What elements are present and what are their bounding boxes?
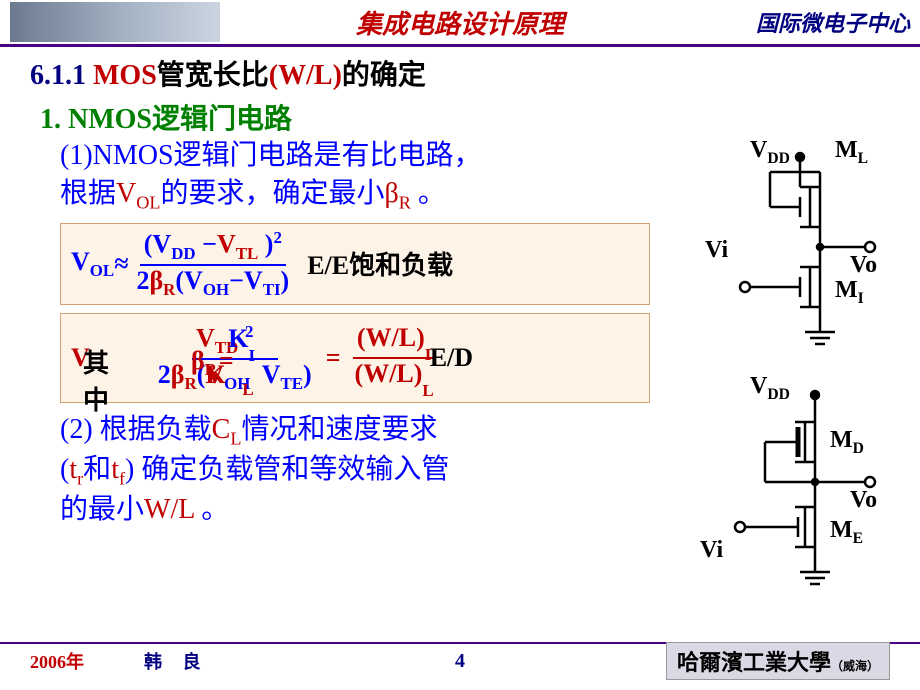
paragraph-2: (2) 根据负载CL情况和速度要求 (tr和tf) 确定负载管和等效输入管 的最… bbox=[60, 411, 650, 529]
fig1-mi-label: MI bbox=[835, 277, 864, 308]
fig2-vo-label: Vo bbox=[850, 487, 877, 514]
eq1-approx: ≈ bbox=[114, 249, 128, 279]
fig1-vi-label: Vi bbox=[705, 237, 728, 264]
section-number: 6.1.1 bbox=[30, 60, 93, 91]
slide-content: 6.1.1 MOS管宽长比(W/L)的确定 1. NMOS逻辑门电路 (1)NM… bbox=[0, 47, 920, 607]
eq2-left: V其中 bbox=[71, 343, 90, 373]
eq1-denominator: 2βR(VOH−VTI) bbox=[132, 266, 293, 300]
circuit-figure-2: VDD MD Vo Vi ME bbox=[650, 377, 890, 607]
eq2-beta: βR= bbox=[191, 346, 236, 380]
fig1-vo-label: Vo bbox=[850, 252, 877, 279]
eq2-equals: = bbox=[326, 343, 341, 373]
fig2-me-label: ME bbox=[830, 517, 863, 548]
section-title-part1: MOS bbox=[93, 60, 157, 91]
fig2-vi-label: Vi bbox=[700, 537, 723, 564]
header-right: 国际微电子中心 bbox=[756, 6, 910, 38]
eq1-label: E/E饱和负载 bbox=[307, 245, 453, 282]
eq1-lhs: VOL bbox=[71, 247, 114, 281]
fig2-vdd-label: VDD bbox=[750, 373, 790, 404]
fig1-vdd-label: VDD bbox=[750, 137, 790, 168]
fig1-ml-label: ML bbox=[835, 137, 868, 168]
header-logo bbox=[10, 2, 220, 42]
section-title-part2: 管宽长比 bbox=[157, 60, 269, 91]
p1-text-b: 根据 bbox=[60, 178, 116, 209]
footer-author: 韩 良 bbox=[144, 648, 209, 674]
eq1-numerator: (VDD −VTL )2 bbox=[140, 228, 286, 266]
equation-1-box: VOL ≈ (VDD −VTL )2 2βR(VOH−VTI) E/E饱和负载 bbox=[60, 223, 650, 305]
subsection-1: 1. NMOS逻辑门电路 bbox=[40, 97, 900, 137]
section-title-part3: (W/L) bbox=[269, 60, 342, 91]
p1-text-c: 的要求，确定最小 bbox=[161, 178, 385, 209]
p1-vol: VOL bbox=[116, 178, 160, 209]
p1-text-a: (1)NMOS逻辑门电路是有比电路， bbox=[60, 140, 482, 171]
footer-university: 哈爾濱工業大學（威海） bbox=[666, 642, 890, 680]
section-heading: 6.1.1 MOS管宽长比(W/L)的确定 bbox=[30, 53, 900, 93]
header-title: 集成电路设计原理 bbox=[356, 4, 564, 41]
fig2-md-label: MD bbox=[830, 427, 864, 458]
p1-text-d: 。 bbox=[411, 178, 446, 209]
footer-year: 2006年 bbox=[30, 648, 84, 674]
eq1-fraction: (VDD −VTL )2 2βR(VOH−VTI) bbox=[132, 228, 293, 300]
paragraph-1: (1)NMOS逻辑门电路是有比电路， 根据VOL的要求，确定最小βR 。 bbox=[60, 137, 650, 215]
p1-beta-r: βR bbox=[385, 178, 411, 209]
footer-page: 4 bbox=[455, 650, 465, 673]
circuit-figure-1: VDD ML Vi Vo MI bbox=[650, 137, 890, 367]
eq2-frac2: (W/L)I (W/L)L bbox=[351, 323, 438, 393]
eq2-label: E/D bbox=[430, 343, 473, 373]
section-title-part4: 的确定 bbox=[342, 60, 426, 91]
header-bar: 集成电路设计原理 国际微电子中心 bbox=[0, 0, 920, 44]
footer: 2006年 韩 良 4 哈爾濱工業大學（威海） bbox=[0, 642, 920, 680]
equation-2-box: V其中 VTDKI2 2βR(VKOHLVTE) βR= = (W/L)I (W… bbox=[60, 313, 650, 403]
